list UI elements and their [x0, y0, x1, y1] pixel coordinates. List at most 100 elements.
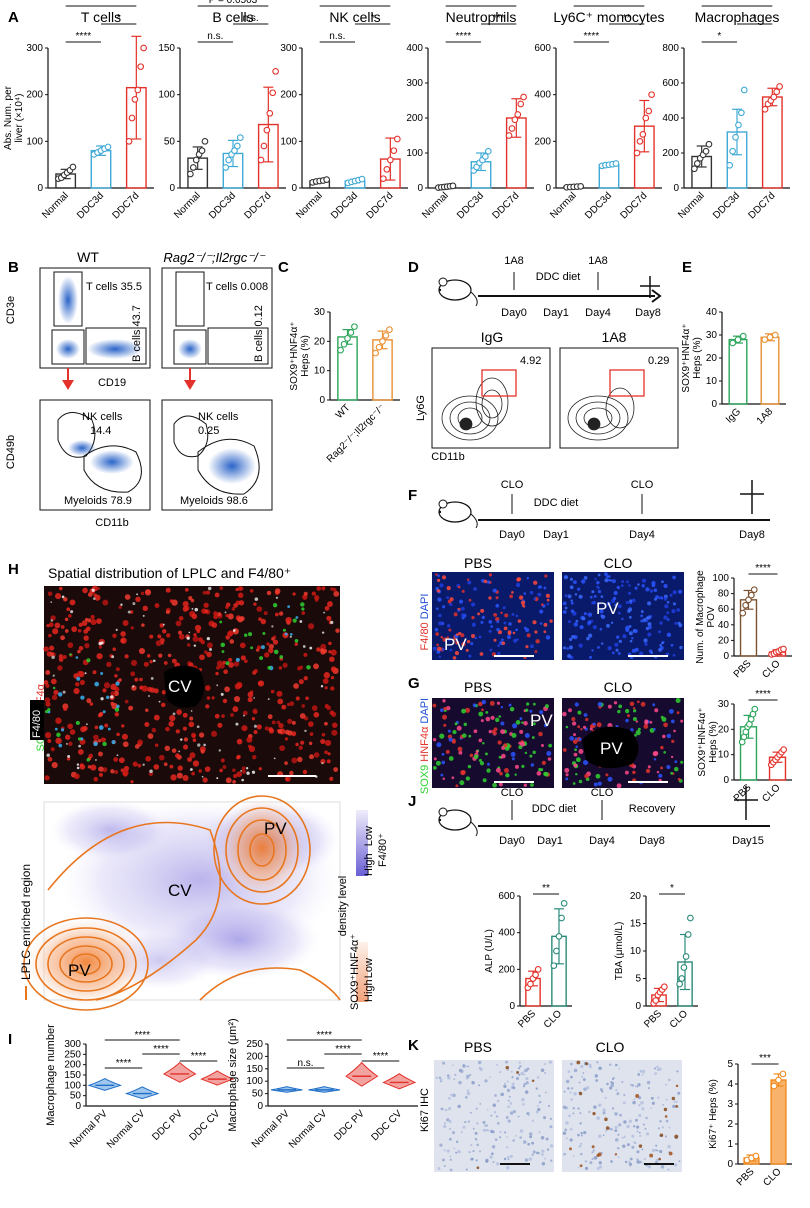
- cell-dot: [616, 783, 622, 789]
- cell-dot: [607, 776, 613, 782]
- panel-f-images: PBS CLO F4/80 DAPI PV PV: [419, 555, 684, 660]
- cell-dot: [486, 762, 490, 766]
- g-clo-vessel: [582, 726, 639, 769]
- panel-i-letter: I: [8, 1031, 12, 1048]
- cell-dot: [257, 680, 265, 687]
- cell-dot: [671, 1096, 676, 1101]
- cell-dot: [647, 765, 651, 769]
- cell-dot: [532, 750, 536, 755]
- cell-dot: [504, 1131, 507, 1134]
- cell-dot: [251, 717, 256, 721]
- cell-dot: [667, 1168, 670, 1171]
- cell-dot: [519, 1129, 524, 1133]
- data-point: [642, 114, 650, 122]
- cell-dot: [77, 628, 82, 633]
- cell-dot: [207, 586, 212, 591]
- cell-dot: [76, 766, 80, 770]
- y-tick-label: 200: [498, 964, 515, 975]
- cell-dot: [46, 753, 50, 757]
- data-point: [780, 746, 788, 753]
- cell-dot: [612, 596, 617, 601]
- cell-dot: [504, 613, 509, 618]
- cell-dot: [491, 1152, 494, 1156]
- cell-dot: [232, 706, 239, 713]
- data-point: [198, 147, 206, 155]
- cell-dot: [500, 611, 503, 615]
- cell-dot: [514, 773, 517, 776]
- cell-dot: [276, 720, 281, 725]
- cell-dot: [507, 1119, 511, 1123]
- cell-dot: [659, 621, 663, 625]
- cell-dot: [577, 725, 581, 729]
- cell-dot: [446, 636, 450, 640]
- cell-dot: [253, 602, 257, 606]
- cell-dot: [587, 620, 592, 625]
- cell-dot: [60, 625, 65, 629]
- y-tick-label: 0: [509, 1001, 515, 1012]
- data-point: [745, 596, 752, 604]
- cell-dot: [512, 631, 516, 635]
- cell-dot: [573, 622, 578, 627]
- cell-dot: [225, 661, 230, 666]
- cell-dot: [481, 615, 485, 619]
- cell-dot: [502, 606, 506, 610]
- cell-dot: [266, 590, 272, 596]
- cell-dot: [458, 1080, 462, 1085]
- cell-dot: [621, 580, 625, 584]
- cell-dot: [60, 728, 65, 732]
- data-point: [738, 109, 745, 117]
- cell-dot: [673, 1100, 676, 1103]
- cell-dot: [478, 738, 483, 743]
- cell-dot: [454, 651, 459, 656]
- cell-dot: [474, 1131, 478, 1135]
- cell-dot: [581, 616, 586, 621]
- cell-dot: [247, 697, 253, 703]
- cell-dot: [307, 721, 314, 727]
- data-point: [612, 160, 620, 167]
- cell-dot: [628, 1162, 633, 1166]
- cell-dot: [194, 624, 202, 632]
- cell-dot: [509, 594, 513, 599]
- cell-dot: [487, 1129, 490, 1132]
- cell-dot: [488, 620, 493, 624]
- cell-dot: [628, 615, 632, 619]
- cell-dot: [171, 658, 177, 664]
- cell-dot: [292, 592, 296, 596]
- significance-label: ***: [493, 13, 505, 24]
- cell-dot: [670, 755, 674, 759]
- cell-dot: [593, 782, 598, 787]
- cell-dot: [651, 1148, 656, 1153]
- y-tick-label: 40: [718, 620, 730, 631]
- cell-dot: [264, 652, 270, 658]
- cell-dot: [638, 1113, 642, 1117]
- cell-dot: [498, 715, 502, 718]
- cell-dot: [571, 721, 577, 726]
- cell-dot: [196, 725, 200, 729]
- cell-dot: [162, 623, 165, 626]
- cell-dot: [504, 768, 509, 773]
- cell-dot: [622, 1101, 626, 1105]
- significance-label: **: [542, 883, 550, 894]
- cell-dot: [525, 627, 530, 633]
- cell-dot: [297, 756, 303, 763]
- cell-dot: [149, 687, 156, 693]
- cell-dot: [217, 722, 223, 728]
- cell-dot: [79, 763, 84, 768]
- cell-dot: [582, 1078, 586, 1081]
- cell-dot: [495, 596, 499, 600]
- cell-dot: [564, 1128, 568, 1132]
- cell-dot: [475, 750, 479, 754]
- cell-dot: [237, 592, 244, 599]
- cell-dot: [114, 712, 119, 717]
- data-point: [775, 1076, 782, 1084]
- y-tick-label: 5: [635, 974, 641, 985]
- cell-dot: [98, 751, 103, 757]
- cell-dot: [220, 692, 224, 696]
- panel-a-letter: A: [8, 9, 19, 26]
- cell-dot: [599, 627, 603, 631]
- data-point: [351, 323, 358, 331]
- cell-dot: [474, 636, 478, 640]
- cell-dot: [489, 648, 493, 652]
